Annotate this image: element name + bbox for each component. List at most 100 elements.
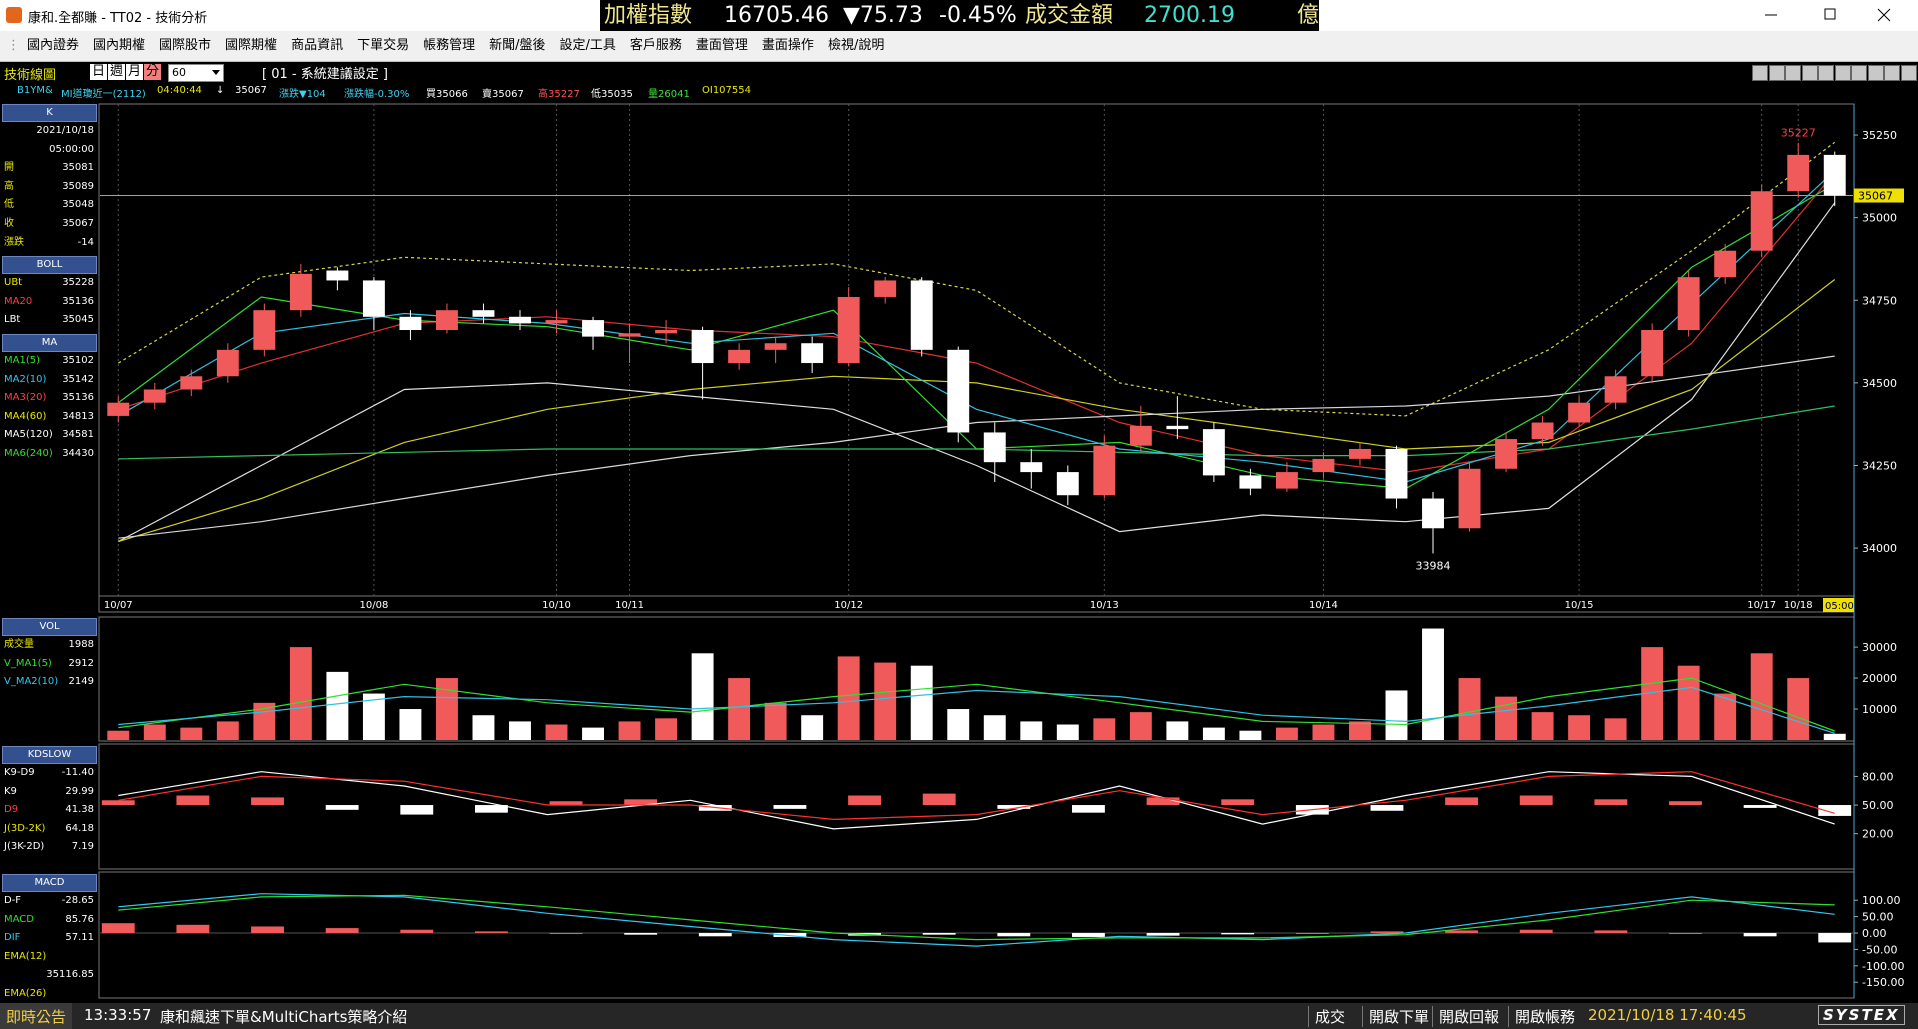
row-label: MA3(20) bbox=[4, 392, 47, 404]
menu-item[interactable]: 檢視/說明 bbox=[827, 38, 885, 53]
side-row: MACD 85.76 bbox=[2, 911, 97, 930]
x-tick-label: 10/15 bbox=[1565, 600, 1594, 611]
close-button[interactable] bbox=[1877, 8, 1891, 22]
side-row: MA20 35136 bbox=[2, 293, 97, 312]
row-label: EMA(26) bbox=[4, 987, 47, 999]
menu-item[interactable]: 商品資訊 bbox=[291, 38, 344, 53]
period-button[interactable]: 分 bbox=[144, 64, 161, 80]
volume-bar bbox=[1093, 718, 1116, 740]
side-row: 高 35089 bbox=[2, 178, 97, 197]
status-button[interactable]: 開啟帳務 bbox=[1508, 1006, 1575, 1027]
row-label: 高 bbox=[4, 180, 14, 192]
oscillator-bar bbox=[1743, 933, 1777, 937]
tool-button[interactable] bbox=[1834, 65, 1851, 81]
side-row: V_MA2(10) 2149 bbox=[2, 673, 97, 692]
quote-item: 賣35067 bbox=[482, 89, 524, 100]
oscillator-bar bbox=[1818, 805, 1852, 816]
menu-item[interactable]: 畫面操作 bbox=[761, 38, 814, 53]
oscillator-bar bbox=[1743, 805, 1777, 808]
menu-item[interactable]: 畫面管理 bbox=[695, 38, 748, 53]
tool-button[interactable] bbox=[1867, 65, 1884, 81]
volume-bar bbox=[1385, 690, 1408, 740]
x-tick-label: 10/18 bbox=[1784, 600, 1813, 611]
candle-body bbox=[1239, 475, 1262, 489]
status-button[interactable]: 開啟下單 bbox=[1362, 1006, 1429, 1027]
volume-bar bbox=[545, 724, 568, 740]
menu-item[interactable]: 國內期權 bbox=[93, 38, 146, 53]
y-tick-label: 50.00 bbox=[1862, 911, 1894, 924]
candle-body bbox=[691, 330, 714, 364]
tool-button[interactable] bbox=[1785, 65, 1801, 81]
volume-bar bbox=[1641, 647, 1664, 740]
menu-item[interactable]: 設定/工具 bbox=[559, 38, 616, 53]
period-button[interactable]: 週 bbox=[108, 64, 125, 80]
candle-body bbox=[1787, 154, 1810, 192]
volume-bar bbox=[837, 656, 860, 740]
time-label: 05:00 bbox=[1825, 601, 1854, 612]
oscillator-bar bbox=[251, 797, 284, 806]
ticker-item: 成交金額 bbox=[1025, 3, 1114, 28]
y-tick-label: 34250 bbox=[1862, 459, 1897, 472]
x-tick-label: 10/14 bbox=[1309, 600, 1338, 611]
tool-button[interactable] bbox=[1851, 65, 1867, 81]
row-label: 收 bbox=[4, 217, 14, 229]
tool-button[interactable] bbox=[1801, 65, 1818, 81]
candle-body bbox=[107, 402, 130, 416]
menu-item[interactable]: 國內證券 bbox=[27, 38, 80, 53]
volume-bar bbox=[947, 709, 970, 740]
candle-body bbox=[1166, 425, 1189, 430]
tool-button[interactable] bbox=[1768, 65, 1785, 81]
row-label: 漲跌 bbox=[4, 236, 24, 248]
row-label: K9-D9 bbox=[4, 767, 35, 778]
side-row: 成交量 1988 bbox=[2, 636, 97, 655]
chart-bg bbox=[0, 102, 1918, 1002]
menu-item[interactable]: 國際股市 bbox=[159, 38, 212, 53]
tool-button[interactable] bbox=[1900, 65, 1917, 81]
oscillator-bar bbox=[1594, 930, 1628, 934]
quote-item: 低35035 bbox=[591, 89, 633, 100]
chart-area: 34000 34250 34500 34750 35000 35250 10/07 10/08… bbox=[0, 102, 1918, 1002]
x-tick-label: 10/17 bbox=[1747, 600, 1776, 611]
volume-bar bbox=[874, 662, 897, 740]
high-label: 35227 bbox=[1781, 127, 1816, 140]
section-header: VOL bbox=[2, 618, 97, 636]
candle-body bbox=[728, 349, 751, 364]
status-button[interactable]: 成交 bbox=[1308, 1006, 1345, 1027]
oscillator-bar bbox=[325, 805, 359, 810]
volume-bar bbox=[764, 702, 787, 740]
side-row: D-F -28.65 bbox=[2, 892, 97, 911]
status-button[interactable]: 開啟回報 bbox=[1432, 1006, 1499, 1027]
x-tick-label: 10/07 bbox=[104, 600, 133, 611]
row-value: 7.19 bbox=[71, 841, 94, 853]
status-bar: 即時公告 13:33:57 康和飆速下單&MultiCharts策略介紹 成交 開啟下單… bbox=[0, 1003, 1918, 1029]
volume-bar bbox=[472, 715, 495, 740]
tool-button[interactable] bbox=[1818, 65, 1834, 81]
candle-body bbox=[947, 349, 970, 433]
row-label: J(3K-2D) bbox=[4, 841, 45, 853]
y-tick-label: -150.00 bbox=[1862, 976, 1904, 989]
x-tick-label: 10/11 bbox=[615, 600, 644, 611]
interval-select[interactable]: 60 bbox=[168, 64, 224, 82]
volume-bar bbox=[728, 678, 751, 740]
indicator-line bbox=[118, 677, 1835, 732]
menu-item[interactable]: 下單交易 bbox=[357, 38, 410, 53]
menu-item[interactable]: 帳務管理 bbox=[423, 38, 476, 53]
ticker-item: ▼75.73 bbox=[843, 3, 923, 28]
restore-button[interactable] bbox=[1824, 8, 1836, 20]
candle-body bbox=[253, 310, 276, 350]
row-value: 35136 bbox=[62, 295, 94, 307]
volume-bar bbox=[509, 721, 531, 740]
candle-body bbox=[1677, 277, 1700, 331]
menu-item[interactable]: 客戶服務 bbox=[629, 38, 682, 53]
menu-item[interactable]: 國際期權 bbox=[225, 38, 278, 53]
menu-item[interactable]: 新聞/盤後 bbox=[489, 38, 546, 53]
toolbar: 技術線圖 日週月分 60 [ 01 - 系統建議設定 ] bbox=[0, 62, 1918, 83]
row-value: 57.11 bbox=[65, 932, 94, 944]
quote-item: 漲跌幅-0.30% bbox=[344, 89, 410, 100]
tool-button[interactable] bbox=[1752, 65, 1768, 81]
x-tick-label: 10/08 bbox=[359, 600, 388, 611]
period-button[interactable]: 月 bbox=[126, 64, 143, 80]
period-button[interactable]: 日 bbox=[90, 64, 107, 80]
tool-button[interactable] bbox=[1884, 65, 1900, 81]
side-row: UBt 35228 bbox=[2, 274, 97, 293]
